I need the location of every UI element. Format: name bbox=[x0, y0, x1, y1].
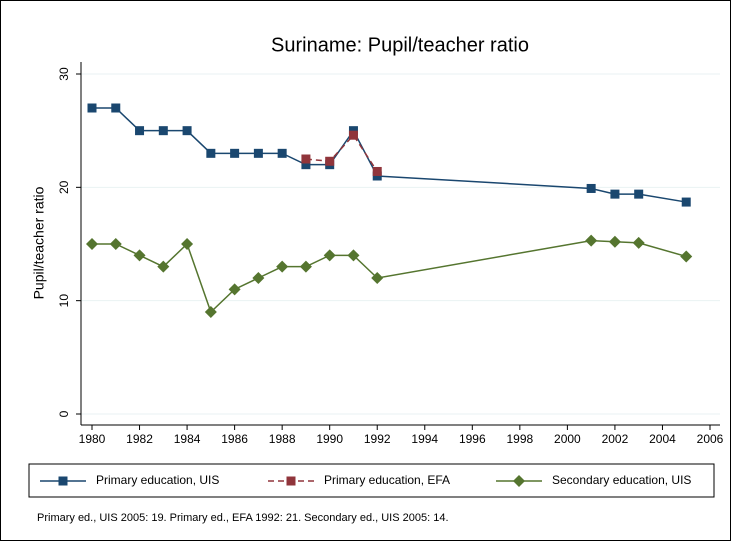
chart-title: Suriname: Pupil/teacher ratio bbox=[271, 34, 529, 56]
x-tick-label: 1982 bbox=[126, 432, 153, 446]
y-tick-label: 20 bbox=[57, 180, 71, 194]
data-point bbox=[181, 238, 194, 250]
data-point bbox=[111, 103, 121, 113]
legend-label: Primary education, EFA bbox=[324, 473, 450, 487]
x-tick-label: 1994 bbox=[411, 432, 438, 446]
data-point bbox=[347, 249, 360, 262]
data-point bbox=[680, 250, 693, 263]
x-tick-label: 1996 bbox=[459, 432, 486, 446]
y-tick-label: 10 bbox=[57, 294, 71, 308]
data-point bbox=[299, 260, 312, 273]
data-point bbox=[157, 260, 170, 273]
data-point bbox=[182, 126, 192, 136]
x-tick-label: 1990 bbox=[316, 432, 343, 446]
x-tick-label: 1980 bbox=[79, 432, 106, 446]
data-point bbox=[135, 126, 145, 136]
data-point bbox=[228, 283, 241, 296]
x-tick-label: 2002 bbox=[602, 432, 629, 446]
data-point bbox=[372, 171, 382, 181]
y-tick-label: 30 bbox=[57, 67, 71, 81]
x-tick-label: 2006 bbox=[697, 432, 724, 446]
data-point bbox=[87, 103, 97, 113]
data-point bbox=[325, 156, 335, 166]
data-point bbox=[634, 189, 644, 199]
data-point bbox=[206, 148, 216, 158]
data-point bbox=[348, 130, 358, 140]
y-axis-label: Pupil/teacher ratio bbox=[31, 186, 47, 299]
data-point bbox=[610, 189, 620, 199]
data-point bbox=[632, 236, 645, 249]
data-point bbox=[608, 235, 621, 248]
data-point bbox=[253, 148, 263, 158]
legend-marker bbox=[58, 476, 68, 486]
data-point bbox=[158, 126, 168, 136]
data-point bbox=[371, 272, 384, 284]
series-line bbox=[305, 133, 378, 172]
data-point bbox=[586, 183, 596, 193]
x-tick-label: 1984 bbox=[174, 432, 201, 446]
data-point bbox=[109, 238, 122, 250]
x-tick-label: 1988 bbox=[269, 432, 296, 446]
data-point bbox=[372, 166, 382, 176]
data-point bbox=[681, 197, 691, 207]
x-tick-label: 1992 bbox=[364, 432, 391, 446]
data-point bbox=[86, 238, 98, 250]
data-point bbox=[323, 249, 336, 262]
note: Primary ed., UIS 2005: 19. Primary ed., … bbox=[37, 512, 449, 524]
data-point bbox=[276, 260, 289, 273]
legend-label: Primary education, UIS bbox=[96, 473, 219, 487]
data-point bbox=[301, 160, 311, 170]
data-point bbox=[277, 148, 287, 158]
data-point bbox=[585, 234, 598, 247]
x-tick-label: 1986 bbox=[221, 432, 248, 446]
data-point bbox=[133, 249, 146, 262]
legend-marker bbox=[286, 476, 296, 486]
x-tick-label: 2004 bbox=[649, 432, 676, 446]
data-point bbox=[204, 306, 217, 318]
x-tick-label: 2000 bbox=[554, 432, 581, 446]
data-point bbox=[230, 148, 240, 158]
data-point bbox=[252, 272, 265, 284]
legend-marker bbox=[513, 475, 525, 487]
legend-box bbox=[28, 463, 715, 498]
y-tick-label: 0 bbox=[57, 410, 71, 417]
data-point bbox=[348, 126, 358, 136]
data-point bbox=[301, 154, 311, 164]
x-tick-label: 1998 bbox=[506, 432, 533, 446]
legend-label: Secondary education, UIS bbox=[552, 473, 691, 487]
